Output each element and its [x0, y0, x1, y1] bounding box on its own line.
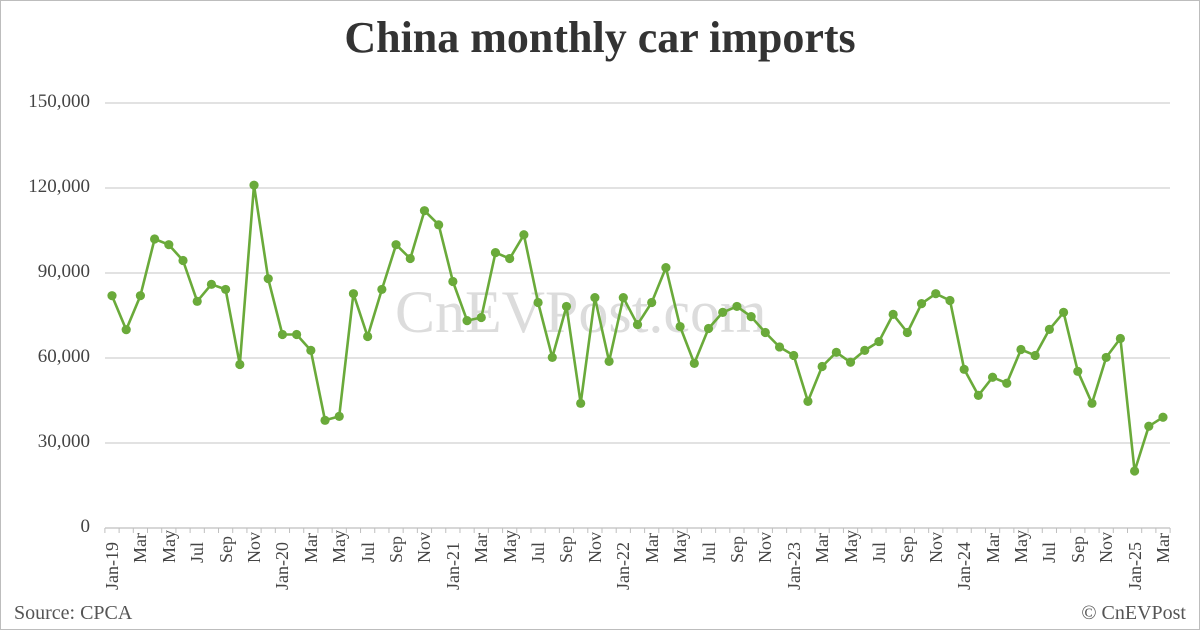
data-point [320, 415, 330, 425]
data-point [249, 180, 259, 190]
data-point [1016, 344, 1026, 355]
data-point [732, 301, 742, 312]
data-point [1129, 466, 1140, 476]
data-point [647, 297, 657, 308]
data-point [178, 255, 188, 266]
data-point [675, 321, 685, 332]
data-point [760, 327, 770, 338]
y-tick-label: 120,000 [28, 176, 90, 197]
data-point [405, 253, 415, 264]
data-point [1058, 307, 1069, 317]
data-point [1073, 366, 1083, 376]
y-tick-label: 30,000 [37, 431, 90, 452]
data-point [434, 220, 444, 230]
data-point [604, 356, 614, 366]
data-point [874, 336, 884, 347]
data-point [817, 361, 827, 372]
data-point [419, 206, 430, 216]
data-point [519, 230, 529, 240]
data-point [135, 291, 146, 301]
data-point [1101, 352, 1111, 363]
copyright-note: © CnEVPost [1081, 602, 1186, 624]
data-point [661, 263, 671, 273]
data-point [505, 253, 515, 264]
data-point [306, 345, 316, 355]
data-point [1030, 350, 1040, 361]
data-point [107, 291, 117, 301]
data-point [888, 309, 898, 319]
data-point [959, 364, 969, 374]
data-point [121, 325, 131, 335]
data-point [576, 398, 586, 408]
data-point [945, 295, 955, 306]
data-point [192, 296, 202, 306]
source-note: Source: CPCA [14, 602, 133, 624]
data-point [348, 289, 359, 299]
data-point [490, 248, 501, 258]
y-tick-label: 90,000 [37, 261, 90, 282]
chart-title: China monthly car imports [344, 13, 856, 62]
data-point [462, 316, 472, 326]
data-point [533, 297, 543, 308]
data-point [902, 327, 912, 338]
data-point [590, 293, 600, 303]
data-point [164, 240, 174, 250]
data-point [632, 319, 643, 330]
data-point [206, 279, 217, 289]
data-point [235, 359, 245, 370]
data-point [150, 234, 160, 244]
data-point [547, 352, 557, 363]
data-point [789, 350, 799, 361]
data-point [703, 323, 714, 334]
data-point [1044, 324, 1054, 334]
y-tick-label: 0 [80, 516, 91, 537]
data-point [476, 312, 486, 323]
data-point [334, 411, 344, 421]
data-point [718, 307, 728, 317]
y-tick-label: 150,000 [28, 91, 90, 112]
data-point [1115, 333, 1125, 344]
data-point [1087, 398, 1097, 408]
data-point [1158, 412, 1168, 422]
data-point [1144, 421, 1154, 431]
data-point [746, 312, 756, 322]
data-point [618, 293, 628, 303]
data-point [277, 329, 288, 340]
data-point [845, 357, 856, 367]
y-tick-label: 60,000 [37, 346, 90, 367]
data-point [973, 390, 983, 400]
data-point [987, 372, 998, 382]
data-point [1002, 378, 1012, 388]
data-point [931, 289, 941, 299]
data-point [377, 284, 387, 295]
data-point [916, 299, 927, 309]
data-point [860, 345, 870, 355]
data-point [561, 301, 572, 312]
data-point [391, 240, 401, 250]
data-point [689, 358, 699, 368]
data-point [831, 347, 841, 357]
data-point [448, 276, 458, 287]
data-point [221, 284, 231, 295]
data-point [774, 342, 785, 352]
data-point [363, 331, 373, 342]
data-point [263, 274, 273, 284]
data-point [292, 329, 302, 340]
data-point [803, 396, 813, 406]
